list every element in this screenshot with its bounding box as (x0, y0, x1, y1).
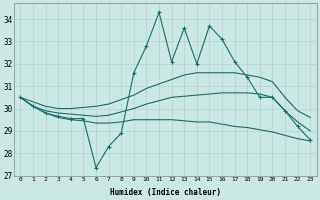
X-axis label: Humidex (Indice chaleur): Humidex (Indice chaleur) (110, 188, 221, 197)
